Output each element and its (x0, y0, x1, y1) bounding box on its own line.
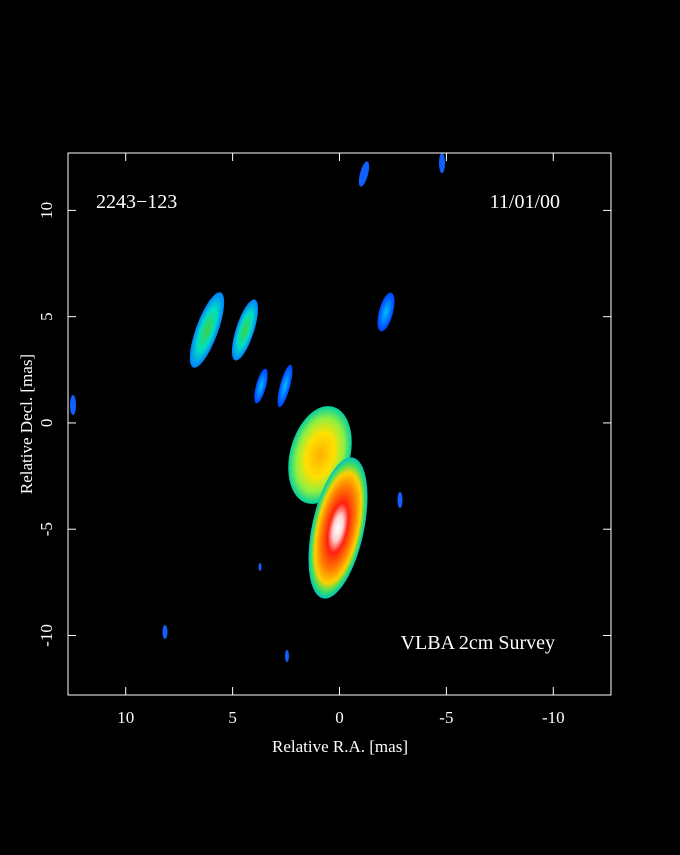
emission (70, 153, 445, 662)
component (277, 364, 293, 408)
x-tick-label: 0 (335, 708, 344, 727)
component (189, 292, 225, 368)
component (285, 650, 289, 662)
component (439, 153, 445, 173)
source-name: 2243−123 (96, 191, 177, 213)
y-tick-label: 10 (37, 202, 56, 219)
epoch: 11/01/00 (490, 191, 560, 213)
annotation: VLBA 2cm Survey (401, 632, 555, 654)
y-tick-label: -10 (37, 624, 56, 647)
component (397, 492, 403, 508)
y-tick-label: 0 (37, 419, 56, 428)
component (258, 563, 262, 571)
component (162, 625, 168, 639)
x-tick-label: 5 (228, 708, 237, 727)
x-tick-label: 10 (117, 708, 134, 727)
component (231, 299, 259, 361)
y-tick-label: -5 (37, 522, 56, 536)
y-axis-label: Relative Decl. [mas] (17, 354, 36, 494)
core (308, 457, 368, 599)
x-tick-label: -5 (439, 708, 453, 727)
component (358, 161, 370, 187)
component (377, 292, 395, 332)
x-axis-label: Relative R.A. [mas] (272, 737, 408, 756)
component (70, 395, 76, 415)
component (254, 368, 268, 404)
y-tick-label: 5 (37, 312, 56, 321)
x-tick-label: -10 (542, 708, 565, 727)
